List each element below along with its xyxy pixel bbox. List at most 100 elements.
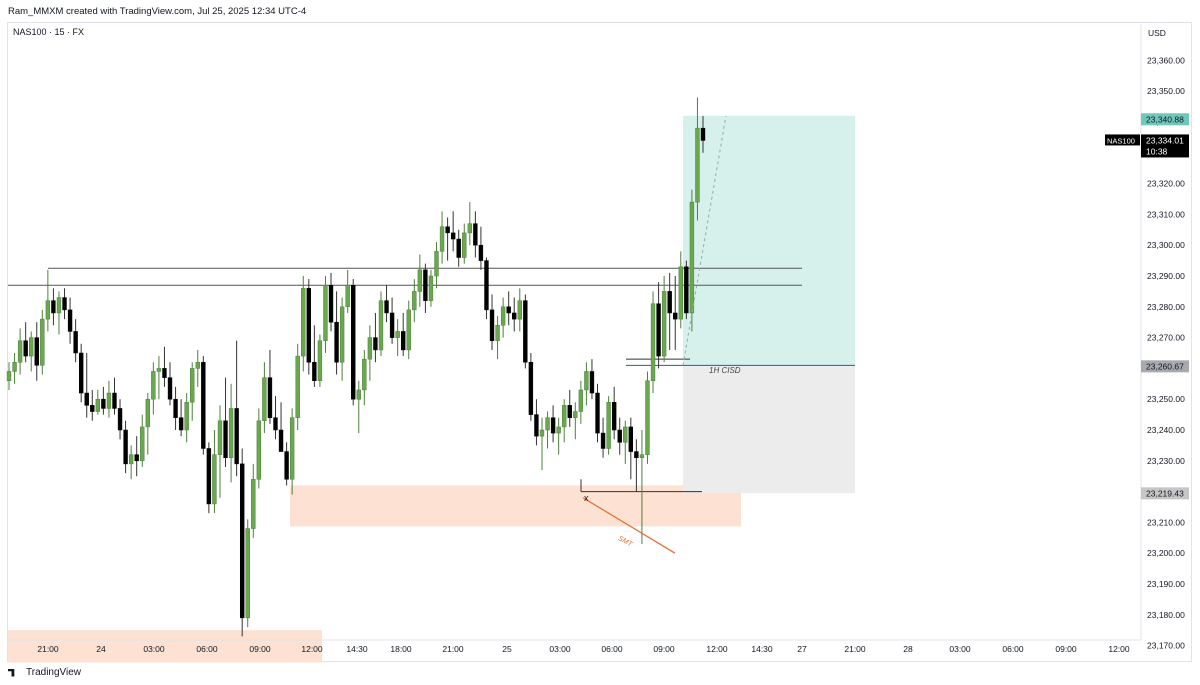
candle xyxy=(295,343,300,430)
candle xyxy=(645,371,650,464)
candle-body xyxy=(62,297,67,311)
candle-body xyxy=(545,417,550,431)
time-tick-label: 03:00 xyxy=(949,644,971,654)
candle xyxy=(695,97,700,221)
price-tick-label: 23,270.00 xyxy=(1147,333,1185,343)
candle-body xyxy=(534,414,539,437)
candle-body xyxy=(45,300,51,320)
candle xyxy=(523,294,528,369)
candle-body xyxy=(467,223,473,234)
price-badge-label: 23,260.67 xyxy=(1146,361,1184,371)
candle-body xyxy=(473,223,478,246)
candle-body xyxy=(234,408,239,465)
candle xyxy=(67,297,73,344)
candle xyxy=(545,411,550,449)
candle xyxy=(201,356,206,455)
candle xyxy=(206,442,212,514)
time-tick-label: 09:00 xyxy=(653,644,675,654)
candle-body xyxy=(262,377,267,422)
candle xyxy=(384,285,389,323)
time-tick-label: 09:00 xyxy=(249,644,271,654)
candle xyxy=(467,202,473,246)
candle xyxy=(212,430,217,514)
candle xyxy=(323,276,328,353)
candle xyxy=(595,383,600,443)
candle xyxy=(400,312,406,357)
candle xyxy=(673,276,678,350)
time-axis: 21:00 24 03:00 06:00 09:00 12:00 14:30 18:00 21:… xyxy=(7,639,1141,654)
candle-body xyxy=(450,232,456,240)
candle-body xyxy=(362,358,367,391)
candle-body xyxy=(400,331,406,351)
candle xyxy=(434,242,439,289)
candle-body xyxy=(140,426,145,462)
candle-body xyxy=(439,226,445,252)
candle-body xyxy=(462,232,467,258)
candle xyxy=(351,279,356,406)
candle xyxy=(678,251,683,329)
candle-body xyxy=(34,337,39,366)
price-tick-label: 23,240.00 xyxy=(1147,425,1185,435)
price-badge xyxy=(1141,360,1189,373)
candle xyxy=(389,297,395,344)
time-tick-label: 27 xyxy=(797,644,807,654)
candle-body xyxy=(700,127,706,141)
candle xyxy=(117,399,123,440)
candle xyxy=(473,211,478,258)
candle-body xyxy=(562,405,567,428)
candle xyxy=(106,380,112,418)
candle-body xyxy=(184,402,189,431)
candle-body xyxy=(606,402,611,449)
candle xyxy=(128,445,134,480)
candle xyxy=(73,319,78,363)
candle xyxy=(328,272,334,332)
candle-body xyxy=(506,306,511,314)
candle-body xyxy=(500,306,506,326)
candle-body xyxy=(23,340,28,357)
candle-body xyxy=(539,429,545,437)
time-tick-label: 12:00 xyxy=(301,644,323,654)
candle-body xyxy=(162,368,167,378)
candle-body xyxy=(334,321,339,363)
smt-line xyxy=(582,497,676,554)
candle-body xyxy=(656,303,661,357)
price-tick-label: 23,200.00 xyxy=(1147,548,1185,558)
candle xyxy=(412,279,417,323)
candle xyxy=(689,189,695,332)
time-tick-label: 25 xyxy=(502,644,512,654)
candle xyxy=(312,325,317,387)
candle-body xyxy=(578,389,584,412)
candle xyxy=(45,269,51,332)
candle-body xyxy=(239,463,245,619)
price-tick-label: 23,320.00 xyxy=(1147,179,1185,189)
candle-body xyxy=(417,269,423,292)
candle-body xyxy=(523,300,528,363)
candle xyxy=(267,349,273,424)
candle-body xyxy=(445,226,450,234)
candle-body xyxy=(623,426,628,443)
candle xyxy=(273,396,278,440)
time-tick-label: 06:00 xyxy=(1002,644,1024,654)
price-tick-label: 23,310.00 xyxy=(1147,209,1185,219)
price-tick-label: 23,350.00 xyxy=(1147,86,1185,96)
x-marker: x xyxy=(584,493,589,503)
candle-body xyxy=(661,291,667,357)
candle xyxy=(95,389,101,415)
candle xyxy=(506,291,511,326)
candle xyxy=(378,291,384,357)
candle xyxy=(656,282,661,369)
candle-body xyxy=(689,201,695,314)
last-price-value: 23,334.01 xyxy=(1146,135,1184,145)
tradingview-logo[interactable]: TradingView xyxy=(8,667,81,678)
candle xyxy=(500,297,506,338)
symbol-label[interactable]: NAS100 · 15 · FX xyxy=(13,27,85,37)
candle xyxy=(639,430,645,544)
candle xyxy=(40,309,45,375)
candle xyxy=(578,380,584,424)
candle xyxy=(395,319,400,357)
candle xyxy=(34,322,39,381)
candle-body xyxy=(378,300,384,351)
candle-body xyxy=(600,432,606,449)
candle-body xyxy=(12,361,17,372)
